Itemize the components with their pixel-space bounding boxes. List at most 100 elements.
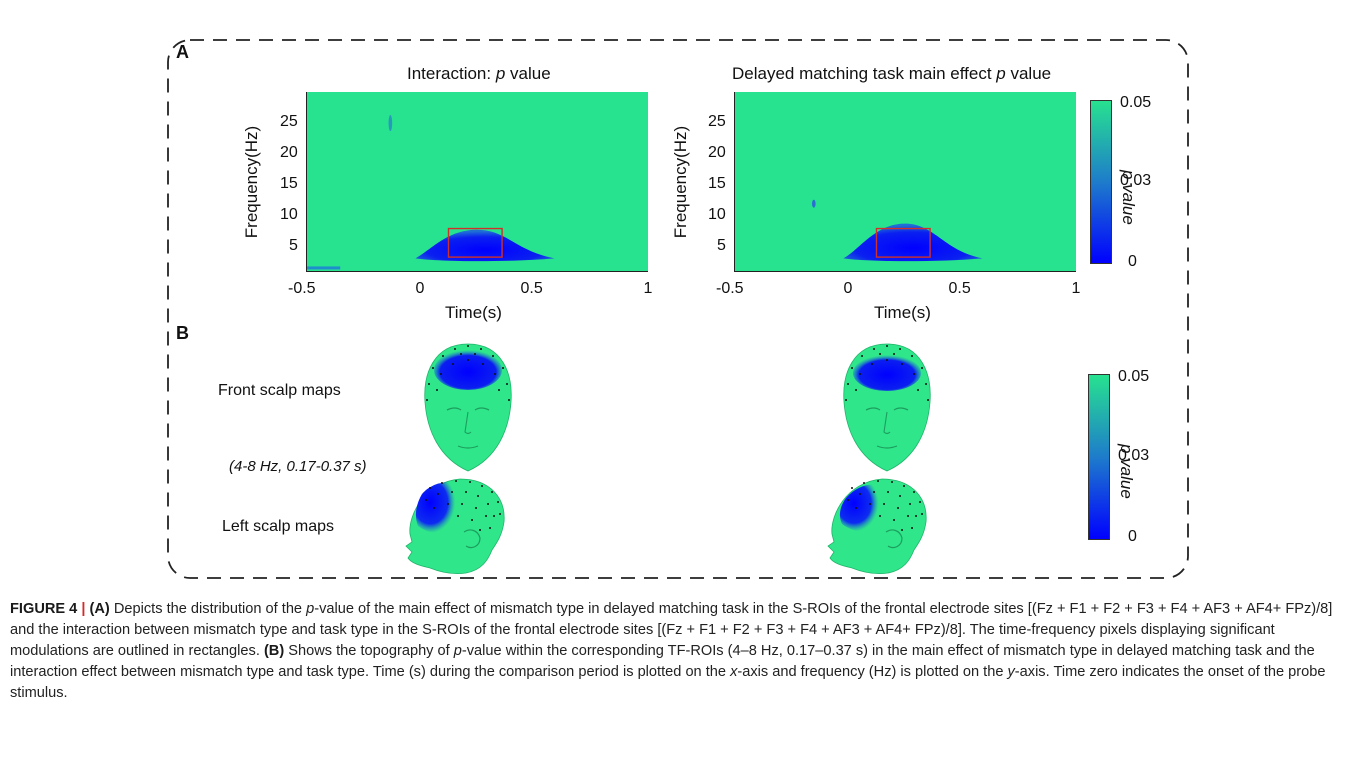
nose [464, 411, 472, 435]
x-tick-label: 0.5 [520, 280, 543, 297]
electrode [899, 495, 901, 497]
electrode [442, 355, 444, 357]
significant-cluster [415, 229, 555, 262]
activation-region [853, 355, 921, 391]
electrode [879, 353, 881, 355]
activation-region [415, 482, 458, 533]
electrode [861, 355, 863, 357]
colorbar-b [1088, 374, 1110, 540]
electrode [851, 367, 853, 369]
electrode [886, 359, 888, 361]
electrode [873, 491, 875, 493]
front-scalp-map-main-effect [843, 343, 931, 472]
caption-separator: | [81, 601, 86, 617]
electrode [457, 515, 459, 517]
electrode [474, 353, 476, 355]
electrode [869, 503, 871, 505]
electrode [915, 515, 917, 517]
left-eye [446, 407, 462, 411]
electrode [508, 399, 510, 401]
electrode [436, 389, 438, 391]
colorbar-a-tick-mid: 0.03 [1120, 172, 1152, 189]
x-tick-label: 0 [415, 280, 425, 297]
ear [885, 529, 903, 549]
plot-1-title: Interaction: p value [407, 64, 551, 83]
left-scalp-map-main-effect [827, 478, 927, 575]
electrode [493, 515, 495, 517]
left-scalp-label: Left scalp maps [222, 518, 335, 535]
electrode [917, 389, 919, 391]
panel-b-label: B [176, 323, 189, 343]
electrode [883, 503, 885, 505]
electrode [489, 527, 491, 529]
electrode [437, 493, 439, 495]
electrode [893, 353, 895, 355]
colorbar-a-tick-min: 0 [1128, 253, 1137, 270]
ear [463, 529, 481, 549]
electrode [506, 383, 508, 385]
electrode [877, 480, 879, 482]
electrode [921, 513, 923, 515]
electrode [428, 383, 430, 385]
electrode [465, 491, 467, 493]
electrode [451, 491, 453, 493]
electrode [467, 345, 469, 347]
electrode [871, 363, 873, 365]
front-scalp-label: Front scalp maps [218, 382, 341, 399]
y-tick-label: 20 [280, 144, 298, 162]
colorbar-b-tick-max: 0.05 [1118, 368, 1150, 385]
plot-2-title: Delayed matching task main effect p valu… [732, 64, 1052, 83]
plot-2-xlabel: Time(s) [874, 303, 931, 322]
electrode [440, 373, 442, 375]
electrode [847, 499, 849, 501]
electrode [845, 399, 847, 401]
electrode [913, 491, 915, 493]
colorbar-b-label: p value [1117, 444, 1136, 499]
electrode [485, 515, 487, 517]
plot-2-ylabel: Frequency(Hz) [671, 125, 691, 239]
electrode [461, 503, 463, 505]
significant-cluster [843, 223, 983, 262]
y-tick-label: 10 [280, 206, 298, 224]
electrode [491, 491, 493, 493]
electrode [901, 363, 903, 365]
figure-frame [167, 39, 1189, 579]
electrode [471, 519, 473, 521]
x-tick-label: 0.5 [948, 280, 971, 297]
x-tick-label: 1 [643, 280, 653, 297]
electrode [887, 491, 889, 493]
electrode [426, 399, 428, 401]
colorbar-b-tick-mid: 0.03 [1118, 447, 1150, 464]
electrode [482, 363, 484, 365]
x-tick-label: -0.5 [716, 280, 744, 297]
caption-figure-label: FIGURE 4 [10, 601, 78, 617]
tf-heatmap-main-effect [734, 92, 1076, 272]
electrode [433, 507, 435, 509]
electrode [498, 389, 500, 391]
electrode [927, 399, 929, 401]
activation-region [434, 350, 502, 390]
mouth [876, 445, 898, 449]
electrode [909, 503, 911, 505]
electrode [863, 482, 865, 484]
electrode [847, 383, 849, 385]
x-tick-label: 1 [1071, 280, 1081, 297]
electrode [907, 515, 909, 517]
electrode [455, 480, 457, 482]
electrode [479, 529, 481, 531]
electrode [467, 359, 469, 361]
electrode [447, 503, 449, 505]
electrode [481, 485, 483, 487]
caption-b-tag: (B) [263, 643, 285, 659]
tf-roi-note: (4-8 Hz, 0.17-0.37 s) [229, 458, 367, 475]
electrode [441, 482, 443, 484]
y-tick-label: 25 [280, 113, 298, 131]
speck [388, 115, 393, 132]
electrode [859, 493, 861, 495]
y-tick-label: 5 [289, 237, 298, 255]
electrode [899, 348, 901, 350]
electrode [452, 363, 454, 365]
electrode [925, 383, 927, 385]
x-tick-label: 0 [843, 280, 853, 297]
electrode [897, 507, 899, 509]
